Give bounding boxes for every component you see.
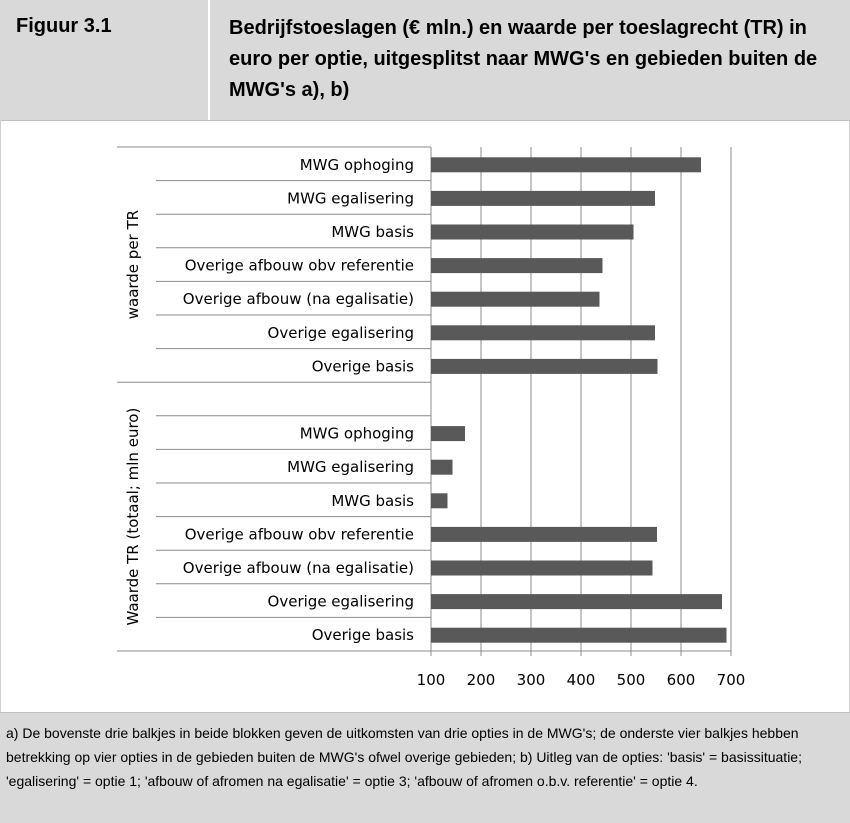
bar xyxy=(431,157,701,173)
category-label: Overige egalisering xyxy=(268,324,414,342)
bar xyxy=(431,594,722,610)
footnote-text: a) De bovenste drie balkjes in beide blo… xyxy=(6,725,802,789)
category-label: Overige afbouw obv referentie xyxy=(185,257,414,275)
x-tick-label: 300 xyxy=(517,671,546,689)
group-label: Waarde TR (totaal; mln euro) xyxy=(124,408,142,626)
bar xyxy=(431,560,653,576)
category-label: Overige afbouw (na egalisatie) xyxy=(183,559,414,577)
footnote-box: a) De bovenste drie balkjes in beide blo… xyxy=(0,712,850,823)
category-label: MWG basis xyxy=(331,492,414,510)
category-label: MWG ophoging xyxy=(300,156,414,174)
category-labels: MWG ophoging MWG egalisering MWG basis Over… xyxy=(183,156,414,644)
bar xyxy=(431,224,634,240)
figure-label: Figuur 3.1 xyxy=(16,15,112,37)
category-label: Overige afbouw obv referentie xyxy=(185,525,414,543)
category-separators xyxy=(117,146,431,652)
chart-area: 100 200 300 400 500 600 700 MWG ophoging MWG ega… xyxy=(0,120,850,712)
bars xyxy=(431,157,727,643)
gridlines xyxy=(430,147,732,656)
x-tick-label: 600 xyxy=(667,671,696,689)
figure-title: Bedrijfstoeslagen (€ mln.) en waarde per… xyxy=(229,17,818,101)
bar xyxy=(431,325,655,341)
header-bottom-rule xyxy=(0,120,850,121)
group-label: waarde per TR xyxy=(124,210,142,319)
bar-chart: 100 200 300 400 500 600 700 MWG ophoging MWG ega… xyxy=(117,146,746,689)
x-tick-label: 700 xyxy=(717,671,746,689)
category-label: Overige afbouw (na egalisatie) xyxy=(183,290,414,308)
bar xyxy=(431,627,727,643)
category-label: MWG ophoging xyxy=(300,425,414,443)
bar xyxy=(431,493,448,509)
figure-header: Figuur 3.1 Bedrijfstoeslagen (€ mln.) en… xyxy=(0,0,850,120)
bar xyxy=(431,426,465,442)
category-label: MWG egalisering xyxy=(287,458,414,476)
x-tick-label: 200 xyxy=(467,671,496,689)
category-label: Overige basis xyxy=(312,357,414,375)
bar xyxy=(431,258,603,274)
x-tick-labels: 100 200 300 400 500 600 700 xyxy=(417,671,746,689)
bar xyxy=(431,190,655,206)
category-label: Overige egalisering xyxy=(268,593,414,611)
bar xyxy=(431,358,658,374)
x-tick-label: 100 xyxy=(417,671,446,689)
bar xyxy=(431,459,453,475)
category-label: MWG egalisering xyxy=(287,189,414,207)
bar xyxy=(431,291,600,307)
category-label: Overige basis xyxy=(312,626,414,644)
header-divider xyxy=(208,0,210,120)
x-tick-label: 400 xyxy=(567,671,596,689)
x-tick-label: 500 xyxy=(617,671,646,689)
category-label: MWG basis xyxy=(331,223,414,241)
bar xyxy=(431,526,657,542)
